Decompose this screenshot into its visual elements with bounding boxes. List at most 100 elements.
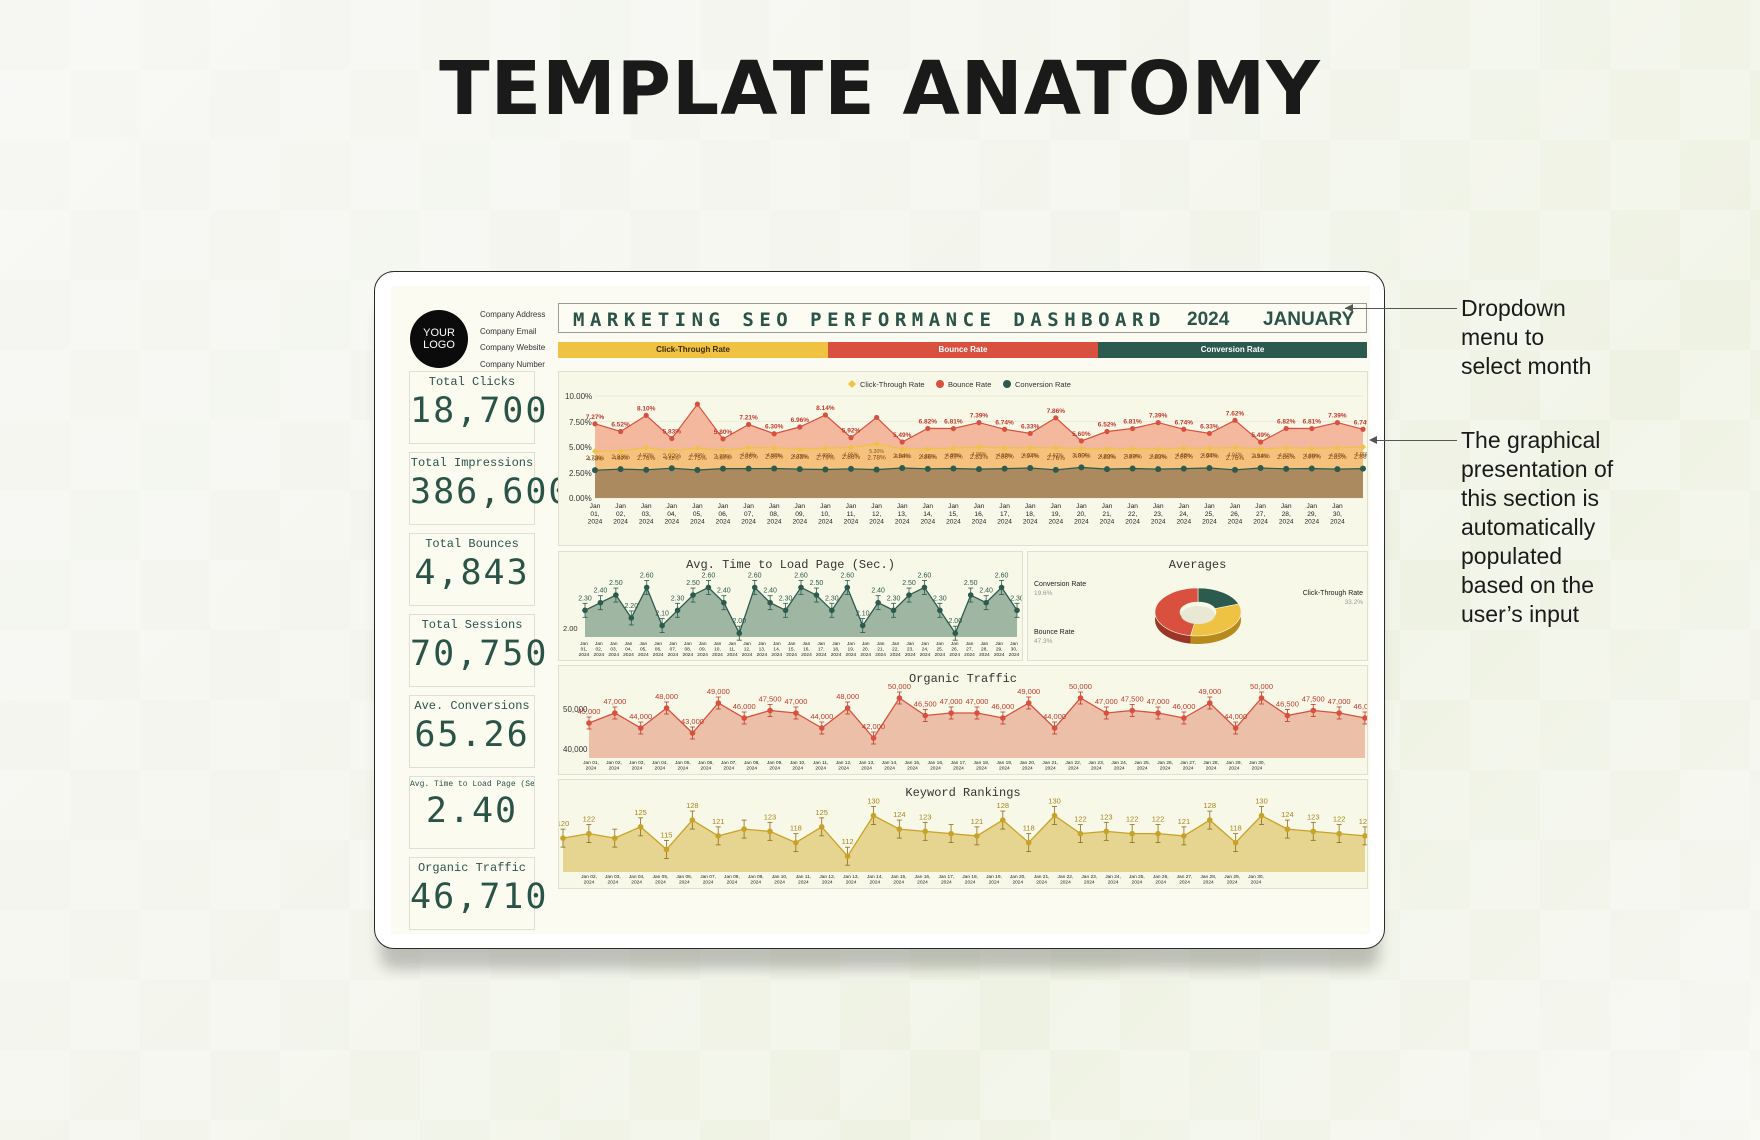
x-tick-label: 2024 [1279, 519, 1294, 526]
kpi-label: Avg. Time to Load Page (Se. [410, 780, 534, 789]
data-point [875, 599, 881, 606]
donut-label: Bounce Rate [1034, 629, 1075, 636]
data-label: 2.83% [970, 454, 989, 461]
data-point [1206, 465, 1213, 472]
data-point [967, 592, 974, 598]
data-point [1104, 466, 1110, 473]
graph-annotation: The graphical presentation of this secti… [1461, 426, 1613, 629]
data-label: 121 [1359, 817, 1367, 826]
x-tick-label: 2024 [771, 652, 782, 658]
x-tick-label: 27, [966, 647, 973, 653]
x-tick-label: 2024 [1228, 519, 1243, 526]
x-tick-label: Jan [794, 503, 805, 510]
x-tick-label: 2024 [593, 652, 604, 658]
x-tick-label: 2024 [1176, 519, 1191, 526]
x-tick-label: 29, [996, 647, 1003, 653]
x-tick-label: 24, [922, 647, 929, 653]
x-tick-label: 17, [818, 647, 825, 653]
data-label: 46,000 [1354, 702, 1367, 711]
data-point [813, 592, 820, 598]
kpi-label: Ave. Conversions [414, 699, 530, 713]
data-point [793, 839, 799, 846]
dashboard-header: MARKETING SEO PERFORMANCE DASHBOARD 2024… [558, 303, 1367, 333]
data-point [767, 599, 773, 606]
x-tick-label: 2024 [884, 766, 895, 772]
data-point [1308, 465, 1315, 472]
data-label: 2.40 [871, 588, 885, 595]
x-tick-label: Jan [862, 641, 870, 647]
data-label: 2.76% [1047, 455, 1066, 462]
x-tick-label: Jan [654, 641, 662, 647]
x-tick-label: 2024 [846, 652, 857, 658]
data-label: 48,000 [655, 692, 678, 701]
data-label: 5.80% [714, 429, 733, 436]
data-point [592, 467, 598, 474]
data-point [1155, 830, 1161, 837]
data-label: 2.94% [1200, 453, 1219, 460]
x-tick-label: 2024 [741, 519, 756, 526]
x-tick-label: 2024 [1179, 880, 1190, 886]
x-tick-label: 07, [744, 511, 753, 518]
annotation-line: populated [1461, 543, 1563, 569]
data-label: 4.98% [972, 452, 987, 458]
data-label: 118 [1023, 824, 1035, 833]
x-tick-label: Jan 29, [1224, 874, 1240, 880]
x-tick-label: Jan 11, [813, 760, 828, 766]
x-tick-label: 2024 [875, 652, 886, 658]
x-tick-label: 19, [848, 647, 855, 653]
data-label: 2.83% [1328, 454, 1347, 461]
rates-chart-panel: Click-Through Rate Bounce Rate Conversio… [558, 371, 1372, 546]
data-label: 50,000 [888, 682, 911, 691]
kpi-avg-load-time: Avg. Time to Load Page (Se. 2.40 [409, 776, 535, 849]
x-tick-label: 2024 [941, 880, 952, 886]
data-point [796, 446, 803, 453]
data-label: 2.89% [765, 454, 784, 461]
data-point [1129, 707, 1135, 714]
tab-conversion-rate[interactable]: Conversion Rate [1098, 342, 1367, 358]
data-point [782, 607, 789, 614]
tab-bounce-rate[interactable]: Bounce Rate [828, 342, 1098, 358]
x-tick-label: Jan 18, [974, 760, 990, 766]
kpi-label: Total Clicks [428, 375, 516, 389]
x-tick-label: 2024 [682, 652, 693, 658]
organic-traffic-chart-title: Organic Traffic [908, 672, 1018, 686]
year-selector[interactable]: 2024 [1187, 309, 1230, 330]
data-label: 42,000 [862, 722, 885, 731]
data-label: 2.75% [688, 455, 707, 462]
x-tick-label: 2024 [1251, 880, 1262, 886]
data-label: 7.86% [1047, 408, 1066, 415]
data-label: 2.89% [944, 454, 963, 461]
data-point [1014, 607, 1020, 614]
kpi-label: Total Sessions [421, 618, 523, 632]
data-point [1027, 430, 1033, 437]
x-tick-label: Jan [639, 641, 647, 647]
x-tick-label: Jan [980, 641, 988, 647]
x-tick-label: Jan 14, [882, 760, 898, 766]
data-label: 44,000 [810, 712, 833, 721]
data-point [1206, 817, 1213, 823]
data-label: 6.33% [1021, 423, 1040, 430]
data-label: 2.86% [842, 454, 861, 461]
x-tick-label: 13, [898, 511, 907, 518]
x-tick-label: Jan 15, [905, 760, 921, 766]
x-tick-label: Jan [610, 641, 618, 647]
data-point [741, 715, 747, 721]
data-point [643, 584, 650, 591]
data-label: 50,000 [1069, 682, 1092, 691]
month-dropdown[interactable]: JANUARY [1263, 309, 1355, 330]
data-point [1360, 444, 1366, 450]
data-point [1232, 466, 1238, 473]
data-point [1258, 812, 1265, 819]
x-tick-label: 2024 [949, 652, 960, 658]
y-tick-label: 0.00% [569, 494, 592, 503]
x-tick-label: Jan 23, [1081, 874, 1097, 880]
tab-click-through-rate[interactable]: Click-Through Rate [558, 342, 828, 358]
data-label: 5.30% [869, 449, 884, 455]
keyword-rankings-chart-title: Keyword Rankings [905, 786, 1021, 800]
data-label: 6.82% [919, 418, 938, 425]
x-tick-label: 2024 [723, 766, 734, 772]
x-tick-label: 2024 [964, 652, 975, 658]
data-point [1052, 466, 1059, 473]
donut-percent: 47.3% [1034, 638, 1053, 645]
data-label: 47,000 [1328, 697, 1351, 706]
